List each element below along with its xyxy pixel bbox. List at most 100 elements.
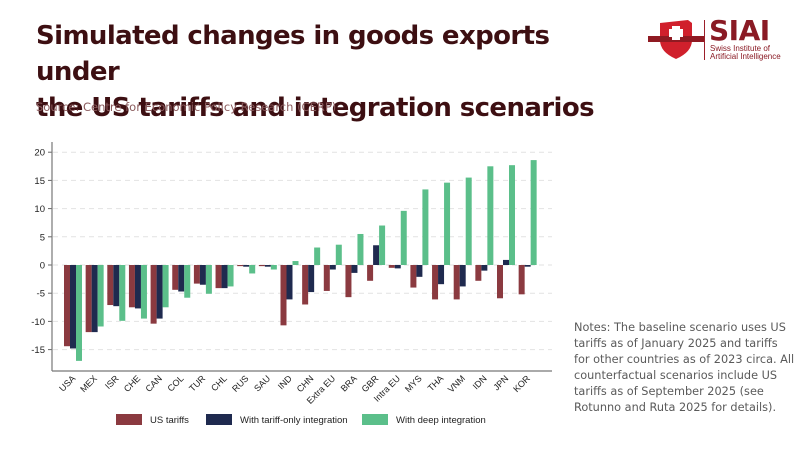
- legend-swatch: [362, 414, 388, 425]
- source-caption: Source: Centre for Economic Policy Resea…: [36, 100, 337, 114]
- bar-extra-eu-deep: [335, 244, 342, 265]
- bar-kor-us-tariffs: [518, 265, 525, 295]
- x-tick-label: BRA: [339, 373, 359, 393]
- x-tick-label: USA: [57, 373, 77, 393]
- bar-usa-us-tariffs: [64, 265, 70, 347]
- bar-intra-eu-tariff-only: [394, 265, 401, 269]
- y-tick-label: 15: [34, 176, 45, 187]
- bar-tur-us-tariffs: [193, 265, 200, 284]
- chart-title: Simulated changes in goods exports under…: [36, 18, 636, 126]
- bar-tha-us-tariffs: [432, 265, 439, 300]
- x-tick-label: THA: [426, 373, 446, 393]
- title-line-2: the US tariffs and integration scenarios: [36, 93, 595, 123]
- logo-subtitle: Swiss Institute of Artificial Intelligen…: [710, 45, 781, 61]
- bar-gbr-tariff-only: [373, 245, 380, 265]
- x-tick-label: MYS: [403, 373, 424, 394]
- y-tick-label: -5: [37, 289, 45, 300]
- bar-sau-us-tariffs: [258, 265, 265, 267]
- x-tick-label: IDN: [471, 373, 489, 391]
- bar-col-us-tariffs: [172, 265, 179, 290]
- bar-usa-tariff-only: [70, 265, 76, 349]
- legend-label: With deep integration: [396, 415, 486, 426]
- bar-intra-eu-deep: [400, 210, 407, 265]
- gridlines: [53, 151, 552, 351]
- bar-ind-us-tariffs: [280, 265, 287, 326]
- bar-mys-tariff-only: [416, 265, 423, 277]
- x-tick-label: CHL: [209, 373, 229, 393]
- x-tick-label: COL: [166, 373, 186, 393]
- bar-can-deep: [162, 265, 169, 308]
- bar-che-us-tariffs: [128, 265, 135, 308]
- logo-subtitle-line-2: Artificial Intelligence: [710, 52, 781, 61]
- bar-mys-deep: [422, 189, 429, 265]
- bar-rus-deep: [249, 265, 256, 274]
- bar-tur-deep: [205, 265, 212, 294]
- x-tick-label: JPN: [491, 373, 510, 392]
- x-tick-label: KOR: [511, 373, 532, 394]
- logo-subtitle-line-1: Swiss Institute of: [710, 44, 771, 53]
- legend-swatch: [116, 414, 142, 425]
- x-tick-label: VNM: [446, 373, 467, 394]
- bar-usa-deep: [76, 265, 82, 361]
- bar-che-deep: [140, 265, 147, 319]
- bar-vnm-tariff-only: [459, 265, 466, 287]
- y-tick-label: -10: [31, 317, 45, 328]
- logo-divider: [704, 20, 705, 60]
- bar-can-tariff-only: [156, 265, 163, 319]
- bar-isr-us-tariffs: [107, 265, 114, 306]
- bar-ind-deep: [292, 261, 299, 265]
- bar-mys-us-tariffs: [410, 265, 417, 288]
- bar-chn-tariff-only: [308, 265, 315, 293]
- y-tick-label: 20: [34, 148, 45, 159]
- bar-idn-deep: [487, 166, 494, 265]
- bar-che-tariff-only: [134, 265, 141, 309]
- bar-bra-deep: [357, 233, 364, 265]
- bar-kor-deep: [530, 160, 537, 265]
- bar-mex-deep: [97, 265, 104, 327]
- bar-rus-tariff-only: [243, 265, 250, 267]
- bar-col-tariff-only: [178, 265, 185, 292]
- bar-sau-deep: [270, 265, 277, 270]
- bar-isr-tariff-only: [113, 265, 120, 307]
- bar-intra-eu-us-tariffs: [388, 265, 395, 268]
- legend-swatch: [206, 414, 232, 425]
- bar-chl-deep: [227, 265, 234, 287]
- legend-label: US tariffs: [150, 415, 189, 426]
- bar-chl-tariff-only: [221, 265, 228, 289]
- bar-kor-tariff-only: [524, 265, 531, 267]
- bar-can-us-tariffs: [150, 265, 157, 324]
- x-tick-label: RUS: [230, 373, 251, 394]
- y-tick-label: -15: [31, 345, 45, 356]
- bar-gbr-us-tariffs: [367, 265, 374, 281]
- logo-wordmark: SIAI: [709, 14, 770, 47]
- bar-chn-us-tariffs: [302, 265, 309, 305]
- x-tick-label: SAU: [252, 373, 272, 393]
- x-tick-label: ISR: [103, 373, 121, 391]
- swiss-cross-shield-icon: [648, 20, 704, 59]
- bar-extra-eu-us-tariffs: [323, 265, 330, 291]
- bar-idn-tariff-only: [481, 265, 488, 271]
- bar-chart: -15 -10 -5 0 5 10 15 20 USA MEX ISR CHE CAN COL TUR CH…: [31, 142, 552, 426]
- x-tick-label: CHE: [122, 373, 143, 394]
- x-tick-label: TUR: [187, 373, 208, 394]
- bar-bra-us-tariffs: [345, 265, 352, 298]
- bar-col-deep: [184, 265, 191, 298]
- bar-ind-tariff-only: [286, 265, 293, 300]
- bar-sau-tariff-only: [264, 265, 271, 267]
- bar-tur-tariff-only: [199, 265, 206, 285]
- bar-vnm-deep: [465, 177, 472, 265]
- x-tick-label: IND: [276, 373, 294, 391]
- bar-chl-us-tariffs: [215, 265, 222, 289]
- x-tick-labels: USA MEX ISR CHE CAN COL TUR CHL RUS SAU IND CHNExtr…: [57, 373, 532, 406]
- bar-tha-deep: [444, 182, 451, 265]
- bar-jpn-deep: [509, 165, 515, 265]
- y-tick-label: 5: [40, 232, 45, 243]
- title-line-1: Simulated changes in goods exports under: [36, 21, 550, 87]
- y-tick-label: 0: [40, 261, 45, 272]
- bar-bra-tariff-only: [351, 265, 358, 273]
- bar-extra-eu-tariff-only: [329, 265, 336, 270]
- bars: [64, 160, 537, 361]
- notes-text: Notes: The baseline scenario uses US tar…: [574, 321, 795, 414]
- bar-vnm-us-tariffs: [453, 265, 460, 300]
- bar-idn-us-tariffs: [475, 265, 482, 281]
